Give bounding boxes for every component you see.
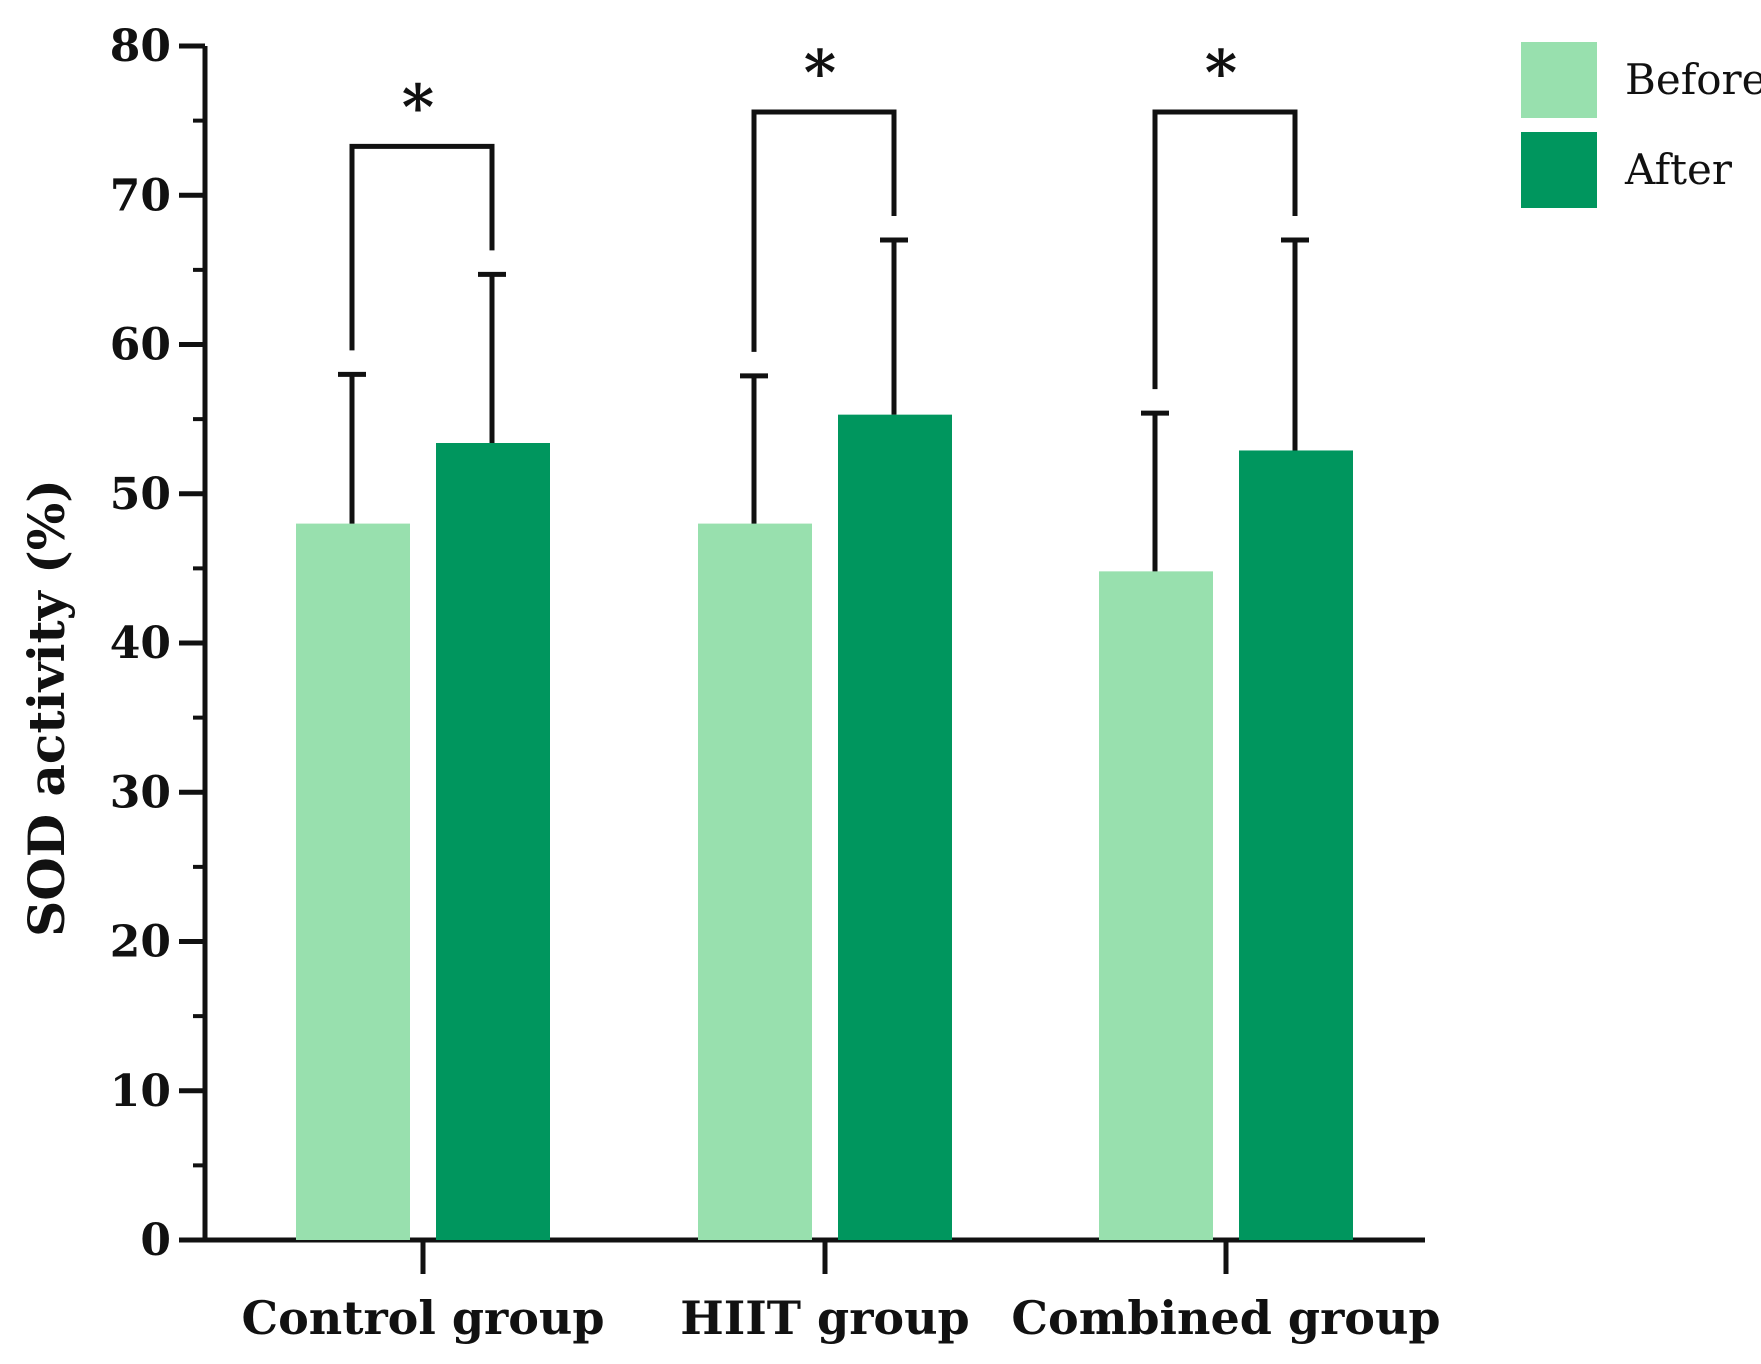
bar-before-hiit-group xyxy=(698,523,812,1240)
significance-star-control-group: * xyxy=(402,70,434,143)
y-tick-label: 80 xyxy=(110,21,171,72)
error-bars xyxy=(338,237,1309,572)
legend-swatch-before xyxy=(1521,42,1597,118)
significance-brackets: * * * xyxy=(349,36,1298,390)
legend-label-after: After xyxy=(1624,145,1733,194)
bar-after-control-group xyxy=(436,443,550,1240)
y-tick-label: 10 xyxy=(110,1066,171,1117)
significance-bracket-combined-group xyxy=(1152,109,1298,390)
y-axis: 0 10 20 30 40 50 60 70 80 xyxy=(110,21,208,1266)
y-tick-label: 50 xyxy=(110,469,171,520)
significance-star-hiit-group: * xyxy=(804,36,836,109)
y-tick-label: 30 xyxy=(110,767,171,818)
legend: Before After xyxy=(1521,42,1761,208)
bar-after-hiit-group xyxy=(838,414,952,1241)
legend-swatch-after xyxy=(1521,132,1597,208)
bar-before-combined-group xyxy=(1099,571,1213,1240)
x-tick-label-control-group: Control group xyxy=(241,1291,604,1345)
x-axis: Control group HIIT group Combined group xyxy=(203,1237,1441,1345)
significance-bracket-hiit-group xyxy=(751,109,897,352)
bar-before-control-group xyxy=(296,523,410,1240)
bar-after-combined-group xyxy=(1239,450,1353,1240)
legend-label-before: Before xyxy=(1625,55,1761,104)
y-tick-label: 20 xyxy=(110,917,171,968)
y-tick-label: 0 xyxy=(140,1215,171,1266)
y-tick-label: 60 xyxy=(110,320,171,371)
significance-star-combined-group: * xyxy=(1205,36,1237,109)
y-tick-label: 70 xyxy=(110,170,171,221)
x-tick-label-hiit-group: HIIT group xyxy=(680,1291,969,1345)
x-tick-label-combined-group: Combined group xyxy=(1011,1291,1440,1345)
bars xyxy=(296,414,1353,1241)
y-axis-label: SOD activity (%) xyxy=(17,479,76,937)
y-tick-label: 40 xyxy=(110,618,171,669)
significance-bracket-control-group xyxy=(349,143,495,351)
